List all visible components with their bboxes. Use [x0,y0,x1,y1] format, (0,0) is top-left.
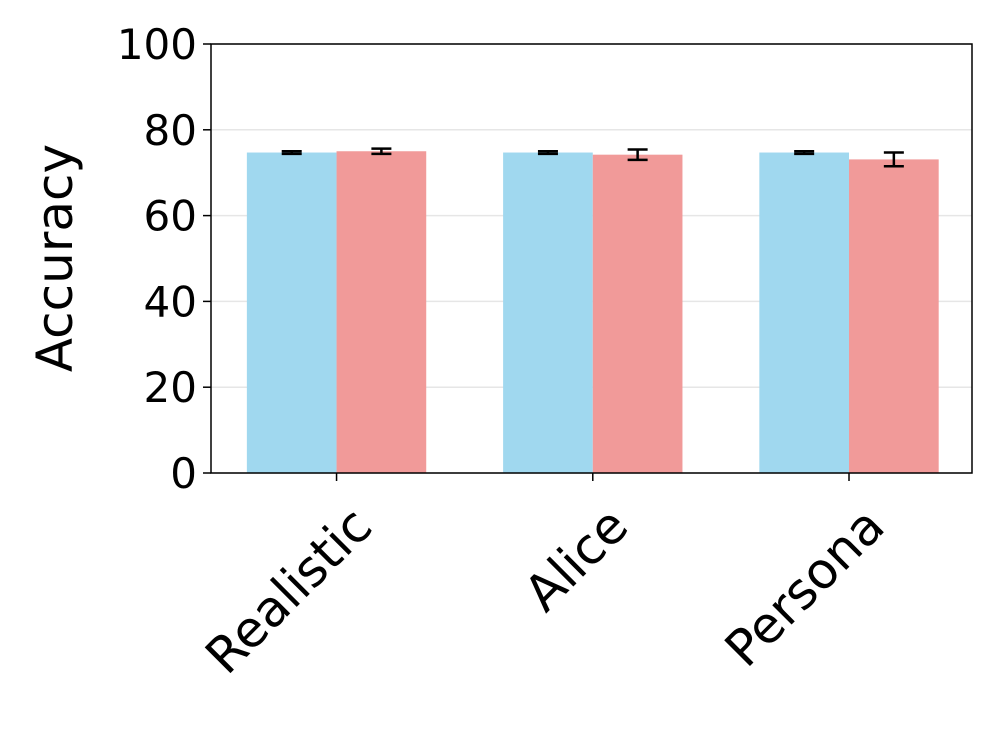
error-bar [371,147,392,156]
y-tick-label: 0 [170,449,197,498]
y-tick-label: 40 [144,277,197,326]
x-tick-label: Realistic [194,496,383,685]
error-bar [794,150,815,156]
y-tick-label: 100 [117,20,197,69]
y-tick-label: 20 [144,363,197,412]
bar [246,152,337,474]
bar [759,152,850,474]
x-tick-label: Alice [513,496,639,622]
bar [849,159,939,473]
bar [592,154,683,473]
error-bar [883,151,904,168]
error-bar [627,148,648,162]
error-bar [281,150,302,156]
plot-frame [210,43,973,474]
y-tick-label: 80 [144,106,197,155]
bar [503,152,593,474]
y-tick-label: 60 [144,192,197,241]
bar [336,151,427,473]
x-tick-label: Persona [714,496,895,677]
error-bar [537,150,558,156]
y-axis-label: Accuracy [26,144,84,372]
